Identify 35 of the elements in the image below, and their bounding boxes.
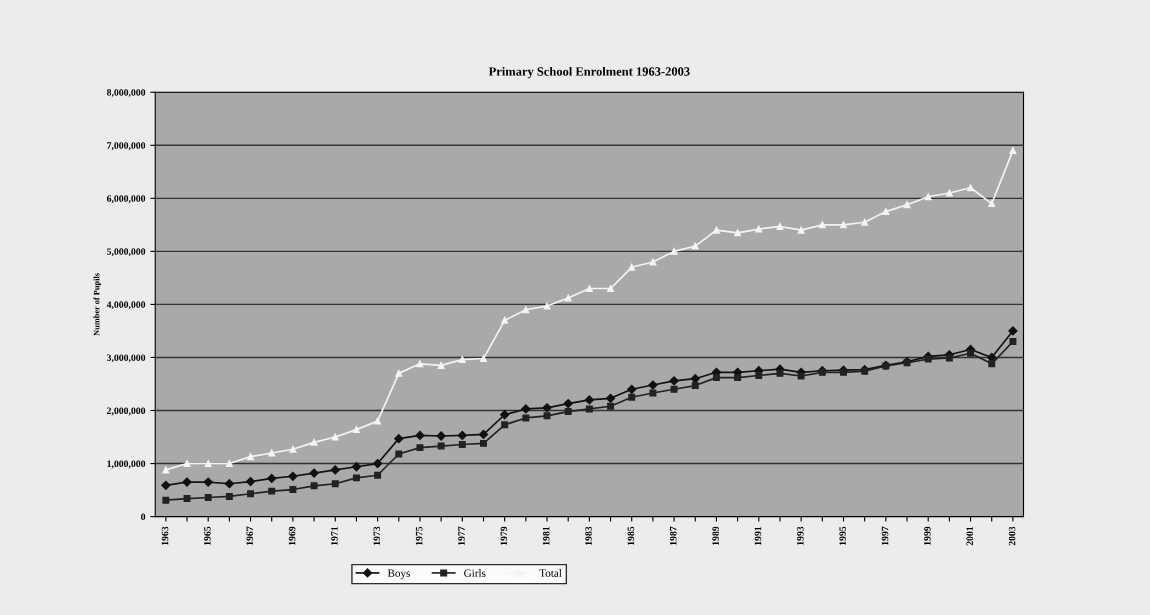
x-tick-label: 1999 [924, 526, 931, 545]
x-tick-label: 1991 [754, 526, 762, 545]
x-tick-label: 1989 [712, 526, 719, 545]
y-axis-title: Number of Pupils [93, 273, 102, 336]
legend-label: Girls [464, 569, 486, 577]
y-tick-label: 4,000,000 [106, 301, 146, 310]
y-tick-label: 7,000,000 [107, 142, 146, 151]
x-tick-label: 1969 [288, 526, 296, 545]
y-tick-label: 6,000,000 [106, 195, 146, 204]
x-tick-label: 1971 [331, 526, 338, 545]
y-tick-label: 1,000,000 [107, 460, 146, 469]
x-tick-label: 1979 [500, 526, 508, 545]
y-tick-label: 3,000,000 [107, 354, 146, 363]
chart-title: Primary School Enrolment 1963-2003 [488, 66, 690, 79]
x-tick-label: 1973 [373, 526, 381, 545]
x-tick-label: 1965 [204, 526, 211, 545]
x-tick-label: 1967 [246, 526, 253, 545]
x-tick-label: 1985 [627, 526, 635, 545]
legend-label: Boys [387, 569, 410, 580]
x-tick-label: 2001 [966, 526, 973, 546]
x-tick-label: 2003 [1008, 526, 1016, 546]
x-tick-label: 1975 [415, 526, 423, 545]
x-tick-label: 1983 [585, 526, 592, 545]
y-tick-label: 8,000,000 [106, 89, 146, 98]
y-tick-label: 2,000,000 [107, 407, 146, 416]
x-tick-label: 1977 [458, 526, 465, 545]
y-tick-label: 0 [141, 513, 146, 521]
x-tick-label: 1995 [839, 526, 846, 545]
x-tick-label: 1997 [881, 526, 889, 545]
y-tick-label: 5,000,000 [107, 248, 146, 257]
legend-label: Total [539, 569, 562, 577]
x-tick-label: 1981 [542, 526, 550, 545]
x-tick-label: 1963 [161, 526, 169, 545]
x-tick-label: 1993 [797, 526, 804, 545]
x-tick-label: 1987 [669, 526, 677, 545]
